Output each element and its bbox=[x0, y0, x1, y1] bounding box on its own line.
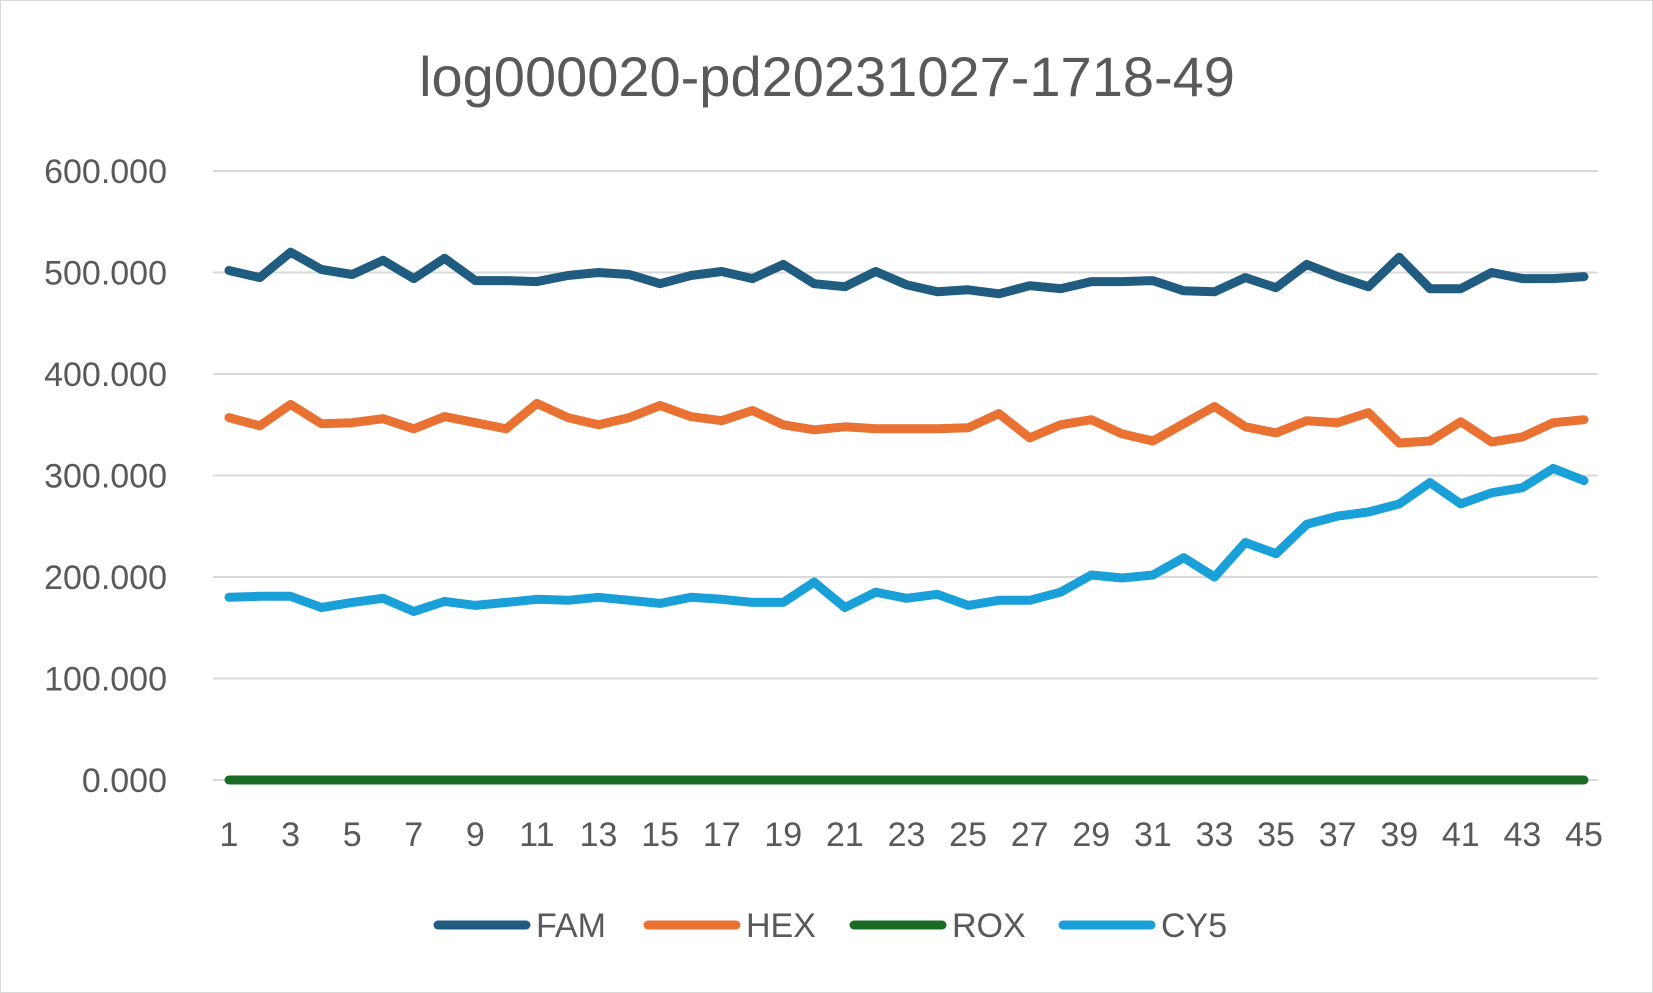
x-tick-label: 41 bbox=[1442, 816, 1480, 854]
y-tick-label: 200.000 bbox=[44, 559, 167, 597]
legend-label: HEX bbox=[746, 907, 816, 945]
y-tick-label: 500.000 bbox=[44, 255, 167, 293]
legend-item-cy5: CY5 bbox=[1058, 907, 1227, 945]
x-axis-tick-labels: 1 3 5 7 9 11 13 15 17 19 21 23 25 27 29 31 33 35 37 39 41 43 4… bbox=[220, 816, 1603, 854]
x-tick-label: 27 bbox=[1011, 816, 1049, 854]
x-tick-label: 11 bbox=[519, 816, 554, 854]
x-tick-label: 23 bbox=[888, 816, 926, 854]
legend-label: FAM bbox=[536, 907, 606, 945]
x-tick-label: 35 bbox=[1257, 816, 1295, 854]
y-tick-label: 100.000 bbox=[44, 661, 167, 699]
series-line-fam bbox=[224, 247, 1589, 299]
legend-label: CY5 bbox=[1161, 907, 1227, 945]
legend-item-rox: ROX bbox=[849, 907, 1026, 945]
x-tick-label: 5 bbox=[343, 816, 362, 854]
x-tick-label: 39 bbox=[1380, 816, 1418, 854]
x-tick-label: 37 bbox=[1319, 816, 1357, 854]
x-tick-label: 19 bbox=[764, 816, 802, 854]
y-tick-label: 0.000 bbox=[82, 762, 167, 800]
legend: FAM HEX ROX CY5 bbox=[433, 907, 1227, 945]
series-line-cy5 bbox=[224, 463, 1589, 616]
x-tick-label: 43 bbox=[1503, 816, 1541, 854]
series-lines bbox=[224, 247, 1589, 785]
x-tick-label: 33 bbox=[1196, 816, 1234, 854]
x-tick-label: 45 bbox=[1565, 816, 1603, 854]
gridlines bbox=[213, 170, 1598, 781]
y-tick-label: 400.000 bbox=[44, 356, 167, 394]
x-tick-label: 13 bbox=[580, 816, 618, 854]
x-tick-label: 9 bbox=[466, 816, 485, 854]
x-tick-label: 3 bbox=[281, 816, 300, 854]
legend-item-fam: FAM bbox=[433, 907, 606, 945]
x-tick-label: 17 bbox=[703, 816, 741, 854]
x-tick-label: 1 bbox=[220, 816, 239, 854]
legend-item-hex: HEX bbox=[643, 907, 816, 945]
series-line-hex bbox=[224, 398, 1589, 448]
y-tick-label: 300.000 bbox=[44, 458, 167, 496]
legend-label: ROX bbox=[952, 907, 1026, 945]
chart-title: log000020-pd20231027-1718-49 bbox=[419, 45, 1235, 108]
x-tick-label: 21 bbox=[826, 816, 864, 854]
x-tick-label: 7 bbox=[404, 816, 423, 854]
x-tick-label: 29 bbox=[1072, 816, 1110, 854]
y-axis-tick-labels: 0.000 100.000 200.000 300.000 400.000 500.000… bbox=[44, 153, 167, 800]
x-tick-label: 31 bbox=[1134, 816, 1172, 854]
x-tick-label: 25 bbox=[949, 816, 987, 854]
y-tick-label: 600.000 bbox=[44, 153, 167, 191]
x-tick-label: 15 bbox=[641, 816, 679, 854]
